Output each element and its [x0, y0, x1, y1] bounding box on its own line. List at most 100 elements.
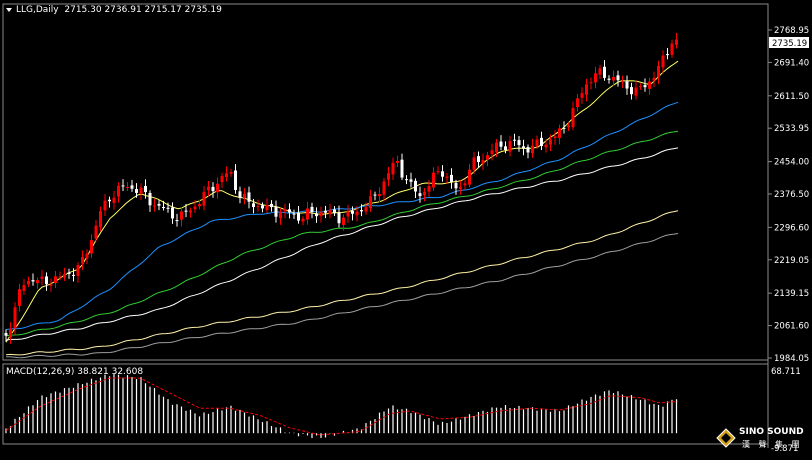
ma-short-line — [5, 60, 679, 343]
candle-body-12 — [58, 276, 62, 278]
price-tick-label-9: 2061.60 — [774, 322, 809, 332]
sino-sound-logo: SINO SOUND 漢 聲 集 團 — [716, 424, 808, 454]
candle-body-27 — [126, 186, 129, 188]
candle-body-145 — [657, 65, 660, 78]
candle-body-77 — [351, 211, 354, 214]
candle-body-143 — [648, 81, 651, 89]
candle-body-109 — [495, 142, 498, 152]
candle-body-116 — [526, 147, 530, 153]
price-tick-label-0: 2768.95 — [774, 26, 809, 36]
candle-body-4 — [22, 285, 26, 291]
candle-body-137 — [621, 81, 624, 83]
candle-body-49 — [225, 173, 228, 177]
price-tick-label-7: 2219.05 — [774, 256, 809, 266]
symbol-timeframe-label: LLG,Daily — [16, 5, 59, 15]
candle-body-42 — [193, 206, 197, 210]
candle-body-14 — [67, 272, 71, 274]
candle-body-141 — [639, 86, 642, 88]
candle-body-18 — [85, 253, 89, 259]
candle-body-67 — [306, 208, 309, 220]
candle-body-40 — [184, 210, 188, 212]
candle-body-32 — [148, 192, 152, 206]
candle-body-148 — [670, 43, 674, 55]
candle-body-88 — [400, 159, 404, 178]
price-tick-label-10: 1984.05 — [774, 354, 809, 364]
candle-body-55 — [252, 203, 255, 208]
price-tick-label-6: 2296.60 — [774, 223, 809, 233]
candle-body-83 — [378, 194, 381, 197]
candle-body-3 — [18, 289, 21, 306]
price-axis-ticks: 2768.95 2691.40 2611.50 2533.95 2454.00 2376.… — [768, 26, 809, 364]
price-tick-label-1: 2691.40 — [774, 58, 809, 68]
candle-body-92 — [418, 193, 422, 197]
candle-body-26 — [121, 185, 125, 187]
candle-body-57 — [261, 205, 264, 209]
candle-body-21 — [99, 211, 102, 228]
candle-body-144 — [652, 77, 656, 81]
candle-body-89 — [405, 179, 408, 181]
candle-body-33 — [153, 205, 156, 207]
candle-body-74 — [337, 212, 341, 224]
ohlc-label: 2715.30 2736.91 2715.17 2735.19 — [64, 5, 222, 15]
candle-body-119 — [540, 137, 543, 146]
candle-body-84 — [382, 181, 386, 195]
ma-longest-line — [5, 233, 679, 359]
candle-body-86 — [391, 162, 395, 175]
candle-body-81 — [369, 196, 372, 209]
candle-body-87 — [396, 161, 399, 163]
dropdown-arrow-icon[interactable] — [6, 7, 12, 12]
price-tick-label-2: 2611.50 — [774, 92, 809, 102]
logo-chinese-name: 漢 聲 集 團 — [742, 440, 803, 449]
candle-body-54 — [247, 192, 251, 202]
candle-body-7 — [36, 280, 39, 284]
candle-body-114 — [517, 140, 521, 146]
candle-body-104 — [472, 157, 476, 170]
candle-body-29 — [135, 189, 138, 193]
candle-body-62 — [283, 209, 287, 212]
candle-body-125 — [567, 125, 570, 128]
candle-body-37 — [171, 207, 174, 219]
candle-body-15 — [72, 274, 75, 276]
candle-body-24 — [112, 197, 116, 203]
candle-body-59 — [270, 203, 273, 208]
candle-body-95 — [432, 172, 435, 188]
candle-body-36 — [166, 207, 170, 209]
candle-body-94 — [427, 185, 431, 192]
macd-header: MACD(12,26,9) 38.821 32.608 — [6, 367, 143, 377]
candle-body-131 — [594, 73, 597, 83]
candle-body-128 — [580, 93, 584, 98]
candle-body-122 — [553, 136, 557, 139]
macd-histogram-series — [5, 374, 679, 439]
candle-body-108 — [490, 150, 494, 155]
candle-body-91 — [414, 180, 417, 192]
candle-body-28 — [130, 185, 134, 189]
candle-body-0 — [4, 333, 8, 336]
candle-body-64 — [292, 213, 296, 215]
current-price-marker: 2735.19 — [769, 37, 809, 49]
chart-header: LLG,Daily 2715.30 2736.91 2715.17 2735.1… — [6, 5, 222, 15]
candle-body-90 — [409, 179, 413, 182]
candle-body-71 — [324, 210, 327, 213]
candle-body-5 — [27, 280, 30, 285]
macd-axis-bottom-label: -9.871 — [771, 444, 798, 454]
candle-body-1 — [9, 328, 12, 338]
candle-body-110 — [499, 141, 503, 147]
price-tick-label-8: 2139.15 — [774, 289, 809, 299]
candle-body-76 — [346, 211, 350, 217]
candle-body-78 — [355, 211, 359, 216]
candle-body-52 — [238, 191, 242, 198]
candle-body-136 — [616, 75, 620, 81]
candle-body-126 — [571, 108, 575, 128]
candle-body-25 — [117, 185, 120, 197]
candle-body-31 — [144, 185, 147, 193]
candle-body-96 — [436, 171, 440, 173]
candle-body-117 — [531, 145, 534, 154]
macd-indicator-label: MACD(12,26,9) — [6, 367, 75, 377]
candle-body-147 — [666, 54, 669, 56]
candle-body-135 — [612, 76, 615, 81]
candle-body-2 — [13, 307, 17, 329]
candle-body-68 — [310, 206, 314, 213]
candle-body-53 — [243, 193, 246, 198]
